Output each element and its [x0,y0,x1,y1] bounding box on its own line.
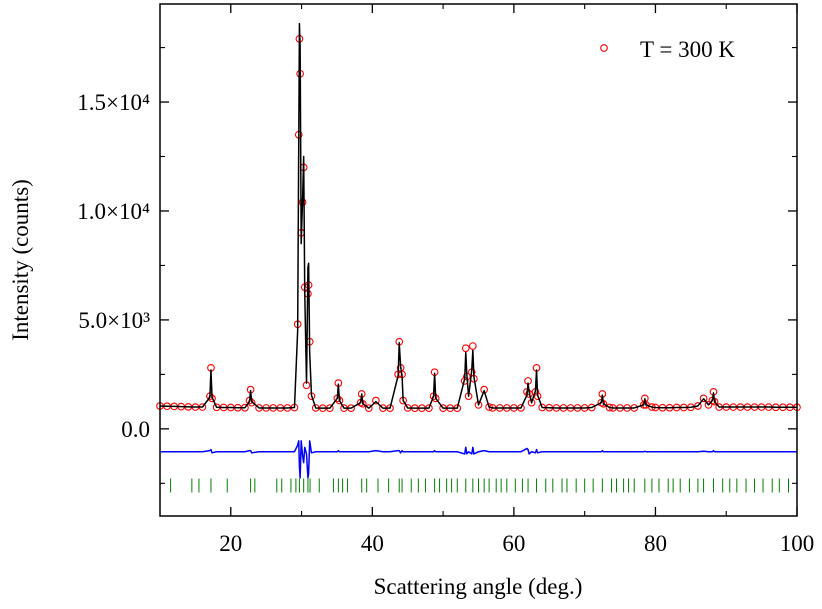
y-tick-label: 5.0×10³ [78,308,150,333]
legend-label: T = 300 K [640,37,735,62]
observed-point [372,396,380,405]
y-axis-label: Intensity (counts) [8,179,33,341]
observed-point [364,404,373,413]
x-tick-label: 20 [219,531,242,556]
observed-point [461,344,470,353]
y-tick-label: 0.0 [121,417,150,442]
observed-point [699,394,708,403]
legend-marker [600,44,608,52]
x-tick-label: 80 [644,531,667,556]
y-tick-label: 1.5×10⁴ [77,90,150,115]
plot-frame [159,3,798,517]
x-tick-label: 40 [361,531,384,556]
calculated-line [159,22,797,409]
x-tick-label: 60 [502,531,525,556]
observed-point [485,403,493,411]
x-tick-label: 100 [780,531,815,556]
observed-point [704,401,713,409]
y-tick-label: 1.0×10⁴ [77,199,150,224]
observed-point [468,342,477,350]
observed-points [156,35,801,413]
difference-line [160,440,797,479]
x-axis-label: Scattering angle (deg.) [374,574,583,599]
